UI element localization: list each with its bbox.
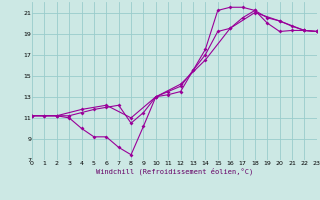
- X-axis label: Windchill (Refroidissement éolien,°C): Windchill (Refroidissement éolien,°C): [96, 167, 253, 175]
